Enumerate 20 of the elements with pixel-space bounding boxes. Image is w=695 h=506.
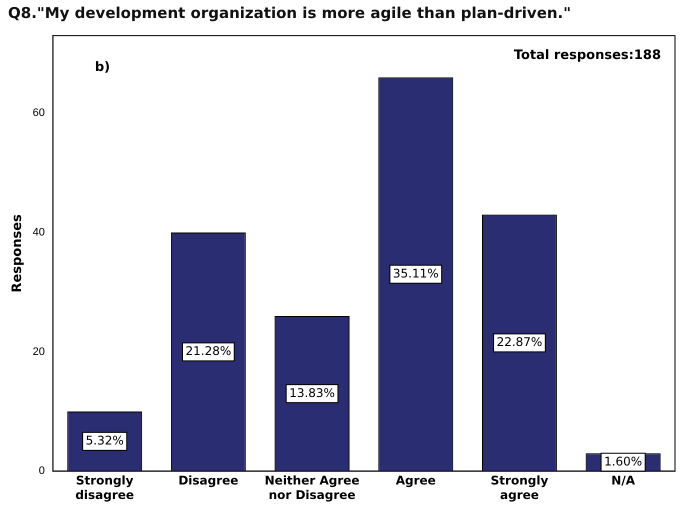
- x-tick-label: Agree: [396, 474, 436, 488]
- x-tick-label: Disagree: [178, 474, 238, 488]
- y-tick-label: 40: [32, 226, 45, 239]
- annotation: 1.60%: [604, 454, 642, 468]
- annotation: 21.28%: [185, 344, 232, 358]
- annotation: 13.83%: [289, 386, 335, 400]
- annotation: 22.87%: [496, 335, 542, 350]
- chart-title: Q8."My development organization is more agile than plan-driven.": [8, 4, 572, 22]
- x-tick-label: Strongly agree: [490, 474, 548, 502]
- y-axis-title: Responses: [10, 214, 26, 293]
- x-tick-label: N/A: [611, 474, 636, 488]
- annotation: b): [94, 60, 110, 75]
- y-tick-label: 60: [32, 107, 45, 120]
- y-tick-label: 0: [38, 465, 45, 478]
- annotation: Total responses:188: [514, 48, 661, 63]
- x-tick-label: Strongly disagree: [75, 474, 134, 502]
- x-tick-label: Neither Agree nor Disagree: [264, 474, 360, 502]
- annotation: 35.11%: [392, 266, 439, 280]
- annotation: 5.32%: [86, 433, 124, 448]
- y-tick-label: 20: [32, 346, 45, 358]
